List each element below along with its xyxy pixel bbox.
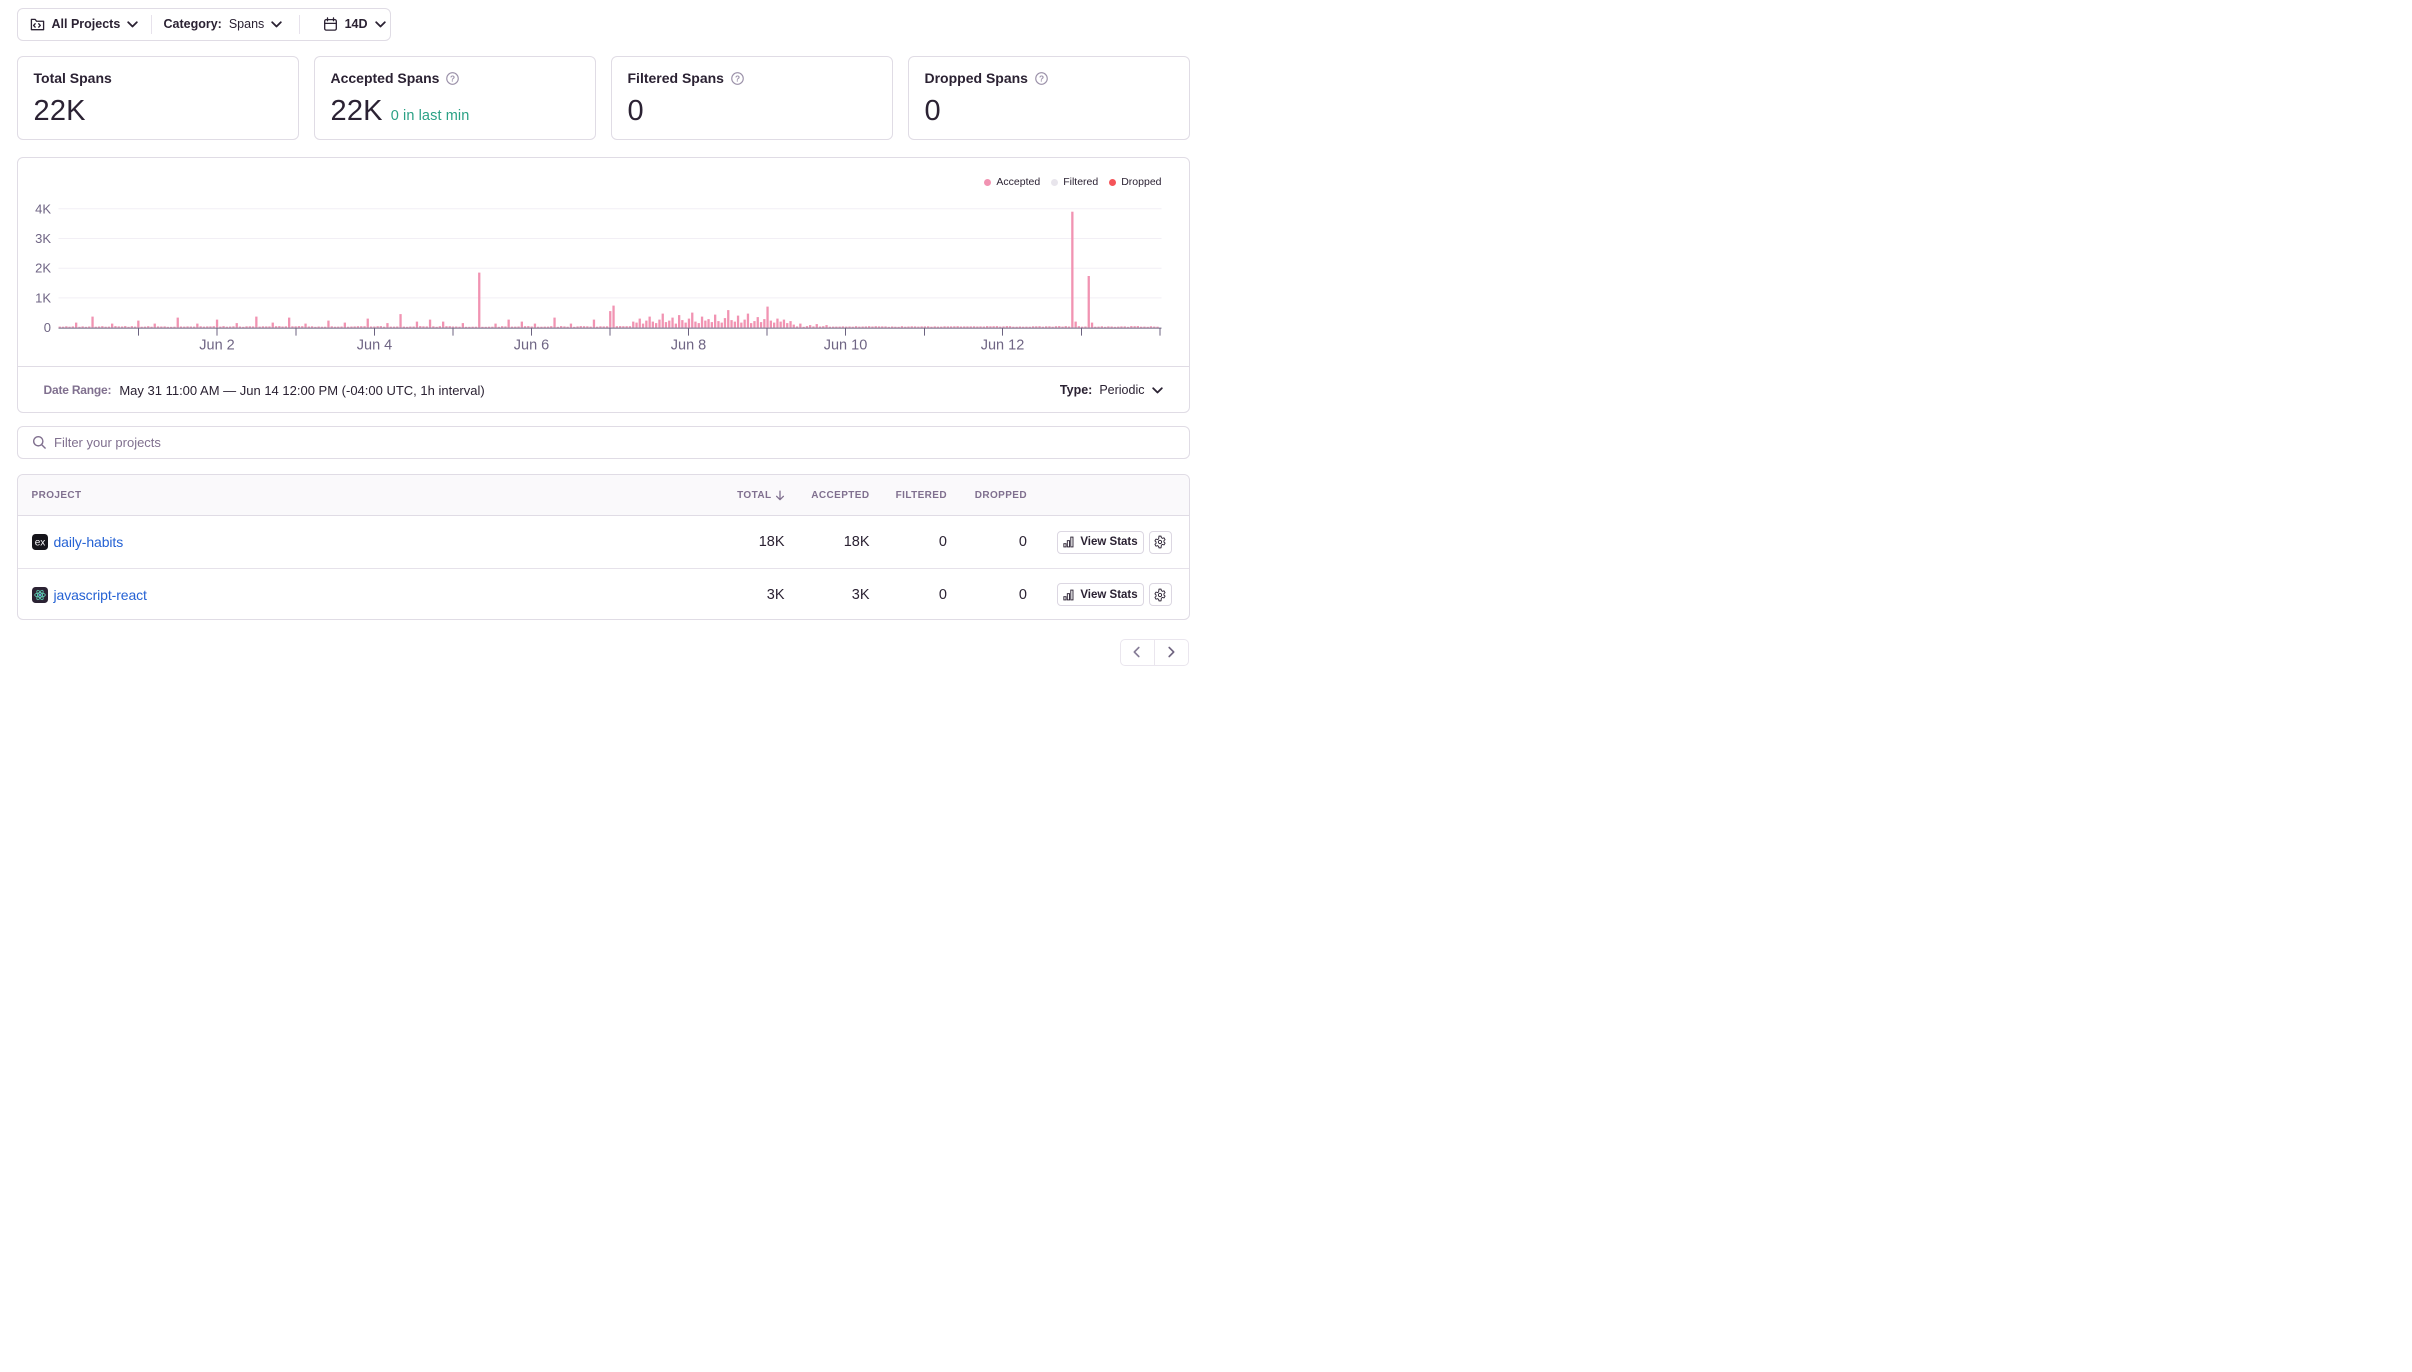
svg-text:0: 0 (43, 320, 50, 335)
svg-text:?: ? (450, 73, 455, 83)
svg-text:Jun 8: Jun 8 (670, 338, 705, 354)
svg-text:Jun 10: Jun 10 (823, 338, 867, 354)
svg-text:4K: 4K (35, 201, 51, 216)
svg-text:Jun 2: Jun 2 (199, 338, 234, 354)
svg-text:3K: 3K (35, 231, 51, 246)
svg-text:ex: ex (34, 538, 45, 549)
svg-text:?: ? (1039, 73, 1044, 83)
svg-text:Jun 6: Jun 6 (513, 338, 548, 354)
svg-text:2K: 2K (35, 261, 51, 276)
svg-text:Jun 12: Jun 12 (980, 338, 1024, 354)
svg-text:1K: 1K (35, 290, 51, 305)
svg-text:Jun 4: Jun 4 (356, 338, 391, 354)
svg-text:?: ? (735, 73, 740, 83)
